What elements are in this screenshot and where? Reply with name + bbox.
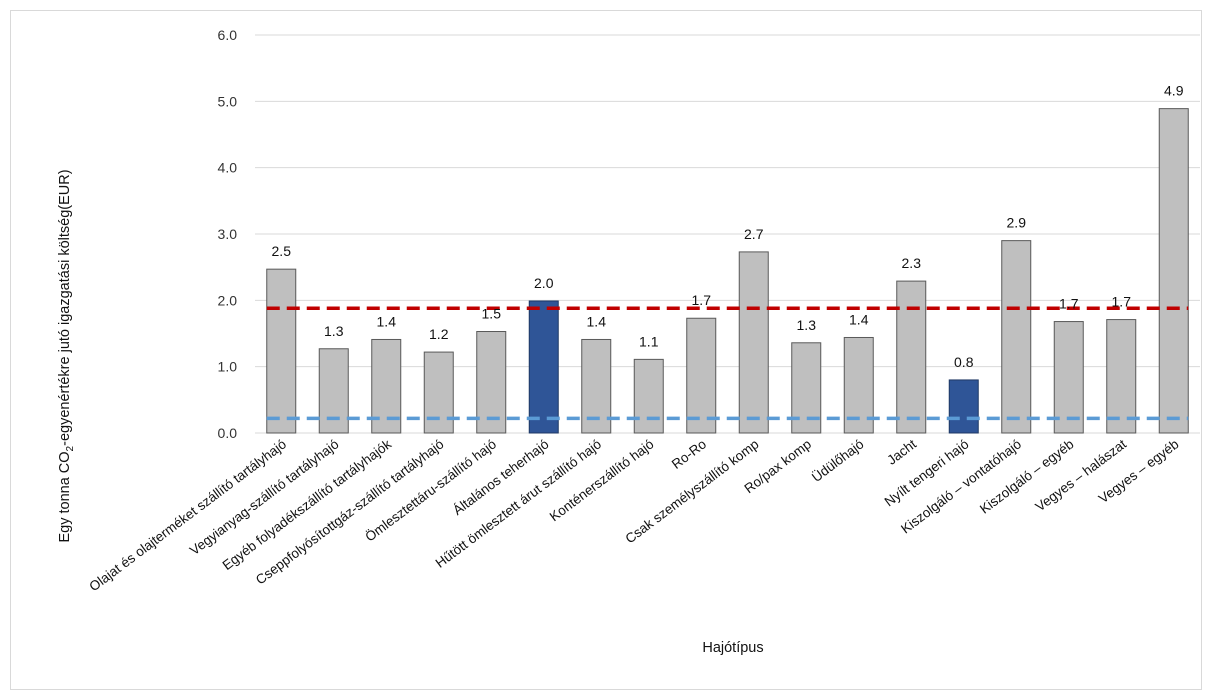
bar (1053, 321, 1084, 434)
data-label: 1.2 (429, 326, 449, 342)
data-label: 1.7 (1059, 296, 1079, 312)
category-label: Vegyes – halászat (1033, 436, 1130, 514)
bar-highlighted (948, 379, 979, 434)
y-tick-label: 3.0 (218, 226, 238, 242)
data-label: 1.4 (587, 313, 607, 329)
bar (686, 317, 717, 434)
bars (266, 108, 1189, 434)
category-label: Cseppfolyósítottgáz-szállító tartályhajó (253, 436, 447, 587)
y-tick-label: 2.0 (218, 292, 238, 308)
bar (633, 358, 664, 434)
reference-lines (266, 306, 1189, 421)
data-label: 1.5 (482, 306, 502, 322)
y-title-part-1: Egy tonna CO (57, 451, 73, 542)
data-label: 1.7 (692, 292, 712, 308)
data-label: 2.5 (272, 243, 292, 259)
bar (1106, 319, 1137, 434)
data-label: 0.8 (954, 354, 974, 370)
category-label: Kiszolgáló – egyéb (977, 436, 1077, 516)
category-labels: Olajat és olajterméket szállító tartályh… (86, 436, 1181, 594)
category-label: Jacht (884, 436, 919, 468)
y-tick-label: 4.0 (218, 160, 238, 176)
bar (896, 280, 927, 434)
data-label: 4.9 (1164, 83, 1184, 99)
y-tick-label: 1.0 (218, 359, 238, 375)
y-tick-label: 5.0 (218, 93, 238, 109)
data-label: 1.1 (639, 333, 659, 349)
data-label: 1.7 (1112, 294, 1132, 310)
data-label: 1.4 (849, 311, 869, 327)
y-title-part-2: -egyenértékre jutó igazgatási költség(EU… (57, 169, 73, 445)
chart-frame (10, 10, 1202, 690)
y-tick-labels: 0.0 1.0 2.0 3.0 4.0 5.0 6.0 (218, 27, 238, 441)
bar-highlighted (528, 300, 559, 434)
data-label: 1.3 (797, 317, 817, 333)
bar (476, 331, 507, 434)
category-label: Általános teherhajó (450, 436, 551, 518)
data-label: 2.0 (534, 275, 554, 291)
bar (318, 348, 349, 434)
bar (266, 268, 297, 434)
bar (423, 351, 454, 434)
data-label: 2.9 (1007, 215, 1027, 231)
data-labels: 2.5 1.3 1.4 1.2 1.5 2.0 1.4 1.1 1.7 2.7 1.3 1.4 2.3 0… (272, 83, 1184, 370)
x-axis-title: Hajótípus (702, 640, 763, 656)
category-label: Ro-Ro (669, 436, 709, 471)
y-tick-label: 0.0 (218, 425, 238, 441)
y-title-subscript: 2 (65, 445, 76, 451)
bar (738, 251, 769, 434)
gridlines (255, 34, 1200, 434)
bar (1001, 240, 1032, 434)
data-label: 2.7 (744, 226, 764, 242)
data-label: 1.3 (324, 323, 344, 339)
bar (1158, 108, 1189, 434)
y-tick-label: 6.0 (218, 27, 238, 43)
data-label: 1.4 (377, 313, 397, 329)
data-label: 2.3 (902, 255, 922, 271)
category-label: Üdülőhajó (809, 436, 867, 485)
y-axis-title: Egy tonna CO2-egyenértékre jutó igazgatá… (57, 169, 76, 542)
